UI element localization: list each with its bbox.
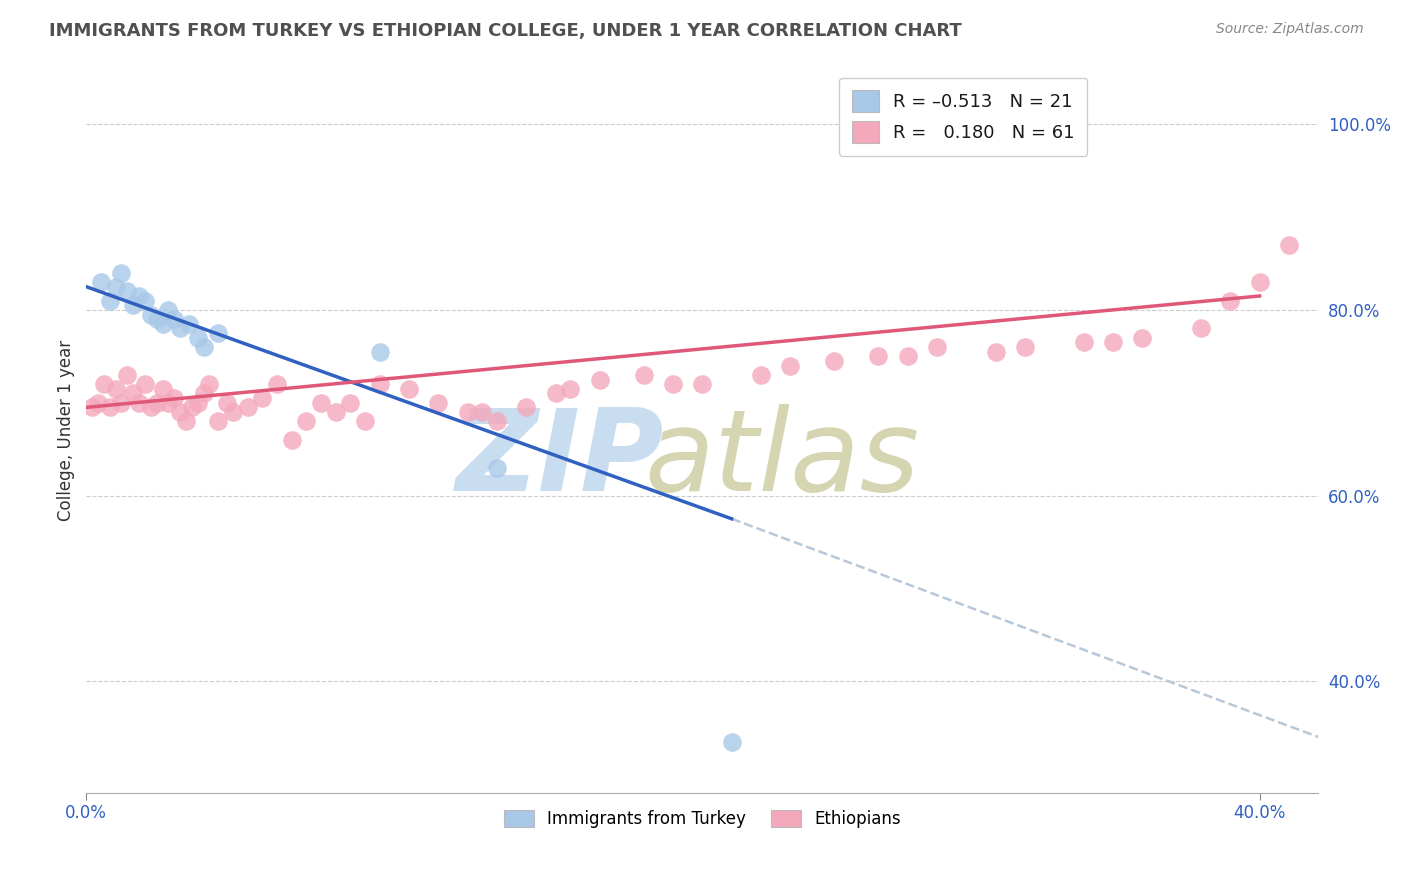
Point	[1130, 331, 1153, 345]
Point	[82, 401, 104, 415]
Point	[560, 382, 582, 396]
Point	[633, 368, 655, 382]
Point	[1014, 340, 1036, 354]
Point	[177, 317, 200, 331]
Point	[897, 349, 920, 363]
Point	[368, 344, 391, 359]
Point	[163, 391, 186, 405]
Point	[749, 368, 772, 382]
Point	[110, 266, 132, 280]
Point	[187, 331, 209, 345]
Point	[544, 386, 567, 401]
Point	[339, 395, 361, 409]
Point	[128, 289, 150, 303]
Text: Source: ZipAtlas.com: Source: ZipAtlas.com	[1216, 22, 1364, 37]
Point	[280, 433, 302, 447]
Point	[1189, 321, 1212, 335]
Point	[207, 414, 229, 428]
Point	[174, 414, 197, 428]
Point	[662, 377, 685, 392]
Point	[266, 377, 288, 392]
Point	[104, 382, 127, 396]
Point	[152, 382, 174, 396]
Point	[427, 395, 450, 409]
Point	[1102, 335, 1125, 350]
Point	[134, 293, 156, 308]
Point	[193, 386, 215, 401]
Text: atlas: atlas	[645, 404, 920, 515]
Point	[117, 368, 139, 382]
Point	[145, 312, 167, 326]
Point	[98, 401, 121, 415]
Point	[779, 359, 801, 373]
Point	[104, 279, 127, 293]
Point	[354, 414, 377, 428]
Point	[98, 293, 121, 308]
Point	[690, 377, 713, 392]
Point	[925, 340, 948, 354]
Point	[134, 377, 156, 392]
Point	[1249, 275, 1271, 289]
Point	[588, 372, 610, 386]
Point	[90, 275, 112, 289]
Point	[485, 414, 508, 428]
Point	[1073, 335, 1095, 350]
Point	[398, 382, 420, 396]
Point	[217, 395, 239, 409]
Point	[139, 308, 162, 322]
Point	[236, 401, 259, 415]
Point	[180, 401, 202, 415]
Point	[368, 377, 391, 392]
Point	[163, 312, 186, 326]
Point	[1278, 238, 1301, 252]
Y-axis label: College, Under 1 year: College, Under 1 year	[58, 340, 75, 521]
Point	[198, 377, 221, 392]
Point	[823, 354, 845, 368]
Point	[325, 405, 347, 419]
Point	[145, 395, 167, 409]
Point	[295, 414, 318, 428]
Point	[128, 395, 150, 409]
Point	[93, 377, 115, 392]
Text: IMMIGRANTS FROM TURKEY VS ETHIOPIAN COLLEGE, UNDER 1 YEAR CORRELATION CHART: IMMIGRANTS FROM TURKEY VS ETHIOPIAN COLL…	[49, 22, 962, 40]
Point	[485, 460, 508, 475]
Point	[720, 734, 742, 748]
Point	[117, 285, 139, 299]
Point	[193, 340, 215, 354]
Point	[152, 317, 174, 331]
Point	[110, 395, 132, 409]
Point	[157, 302, 180, 317]
Point	[252, 391, 274, 405]
Legend: Immigrants from Turkey, Ethiopians: Immigrants from Turkey, Ethiopians	[498, 804, 907, 835]
Point	[515, 401, 537, 415]
Point	[471, 405, 494, 419]
Point	[122, 298, 145, 312]
Point	[868, 349, 890, 363]
Point	[157, 395, 180, 409]
Point	[309, 395, 332, 409]
Point	[457, 405, 479, 419]
Point	[87, 395, 110, 409]
Point	[139, 401, 162, 415]
Text: ZIP: ZIP	[457, 404, 665, 515]
Point	[122, 386, 145, 401]
Point	[169, 405, 191, 419]
Point	[222, 405, 245, 419]
Point	[984, 344, 1007, 359]
Point	[169, 321, 191, 335]
Point	[1219, 293, 1241, 308]
Point	[207, 326, 229, 340]
Point	[187, 395, 209, 409]
